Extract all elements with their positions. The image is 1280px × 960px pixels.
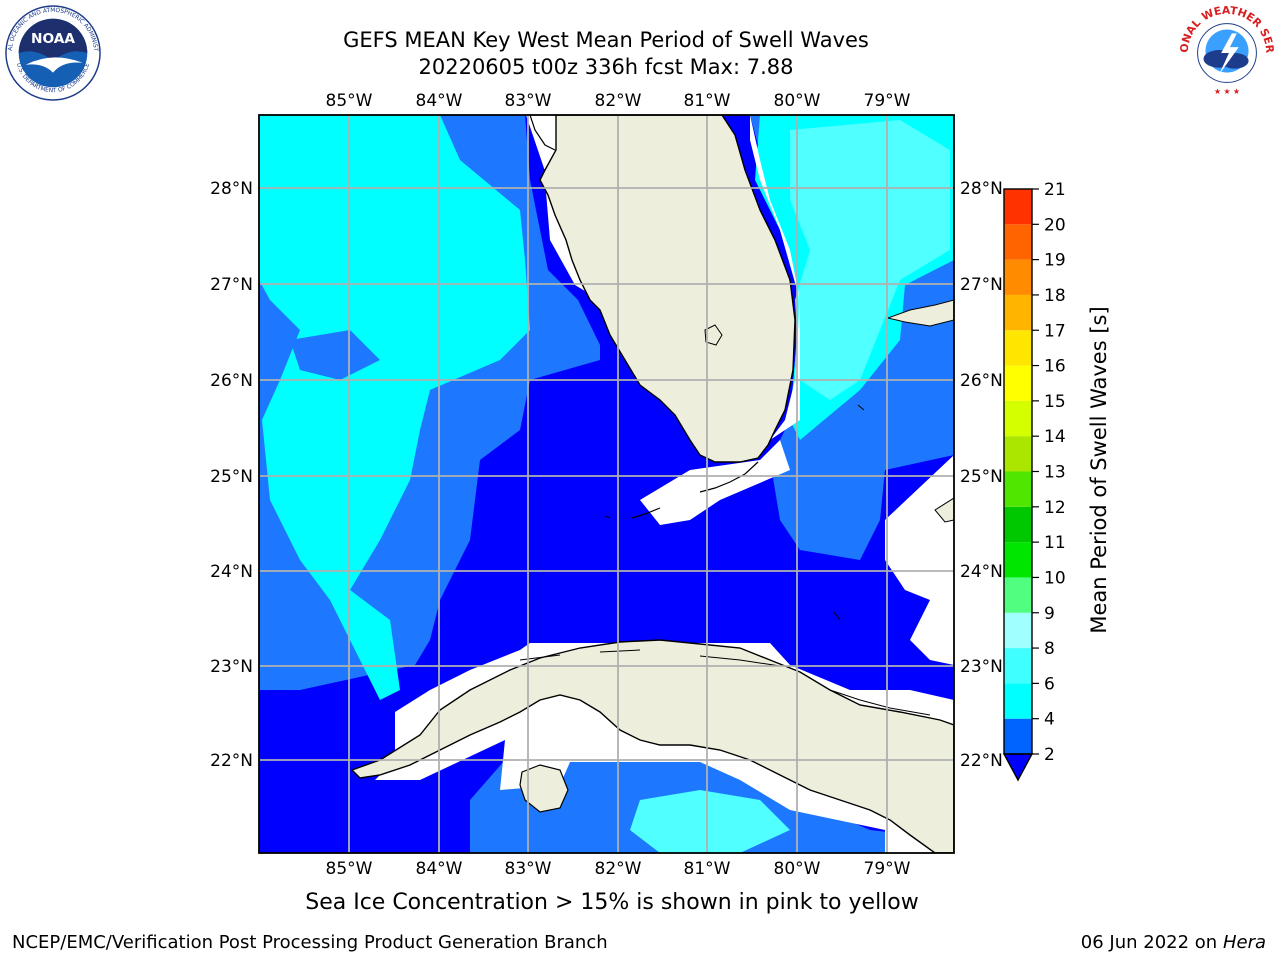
colorbar: 2 4 6 8 9 10 11 12 13 14 15 16 17 18 19 20 21 <box>1002 180 1066 782</box>
missing-data-bahamas <box>885 455 954 665</box>
colorbar-bin <box>1004 506 1032 543</box>
lon-label: 81°W <box>684 859 731 879</box>
colorbar-bin <box>1004 436 1032 472</box>
credit-text: NCEP/EMC/Verification Post Processing Pr… <box>12 932 608 953</box>
period-band-6-8-west-inner <box>290 330 380 380</box>
lat-label: 28°N <box>960 179 1003 199</box>
svg-text:★ ★ ★: ★ ★ ★ <box>1214 87 1240 96</box>
cuba <box>350 639 954 853</box>
lon-label: 85°W <box>326 91 373 111</box>
host-name: Hera <box>1222 932 1266 953</box>
lon-label: 85°W <box>326 859 373 879</box>
lon-label: 80°W <box>774 859 821 879</box>
colorbar-tick-label: 20 <box>1044 215 1066 235</box>
colorbar-tick-label: 17 <box>1044 321 1066 341</box>
florida-panhandle-coast <box>529 115 556 151</box>
colorbar-tick-label: 19 <box>1044 251 1066 271</box>
forecast-subtitle: 20220605 t00z 336h fcst Max: 7.88 <box>418 55 794 79</box>
colorbar-tick-label: 4 <box>1044 710 1055 730</box>
date-text: 06 Jun 2022 on Hera <box>1080 932 1266 953</box>
colorbar-bin <box>1004 612 1032 649</box>
colorbar-bin <box>1004 189 1032 225</box>
bahamas-andros <box>886 299 954 327</box>
map-frame <box>258 114 955 854</box>
colorbar-tick-label: 14 <box>1044 427 1066 447</box>
colorbar-bin <box>1004 718 1032 754</box>
lat-label: 25°N <box>210 467 253 487</box>
lat-labels-right: 28°N 27°N 26°N 25°N 24°N 23°N 22°N <box>960 179 1003 771</box>
colorbar-tick-label: 16 <box>1044 357 1066 377</box>
colorbar-bin <box>1004 259 1032 295</box>
missing-data-florida-east <box>750 115 800 440</box>
colorbar-bin <box>1004 224 1032 260</box>
sea-ice-note: Sea Ice Concentration > 15% is shown in … <box>305 890 919 915</box>
lon-label: 84°W <box>416 91 463 111</box>
lat-label: 27°N <box>960 275 1003 295</box>
period-band-8-9-south <box>630 790 790 853</box>
lake-okeechobee <box>704 324 723 346</box>
lat-label: 24°N <box>960 562 1003 582</box>
lon-label: 82°W <box>595 91 642 111</box>
lat-label: 22°N <box>960 751 1003 771</box>
cuba-north-cays <box>519 404 931 716</box>
colorbar-tick-label: 2 <box>1044 745 1055 765</box>
nws-logo: NATIONAL WEATHER SERVICE ★ ★ ★ <box>1178 4 1276 100</box>
lon-label: 83°W <box>505 91 552 111</box>
lon-labels-top: 85°W 84°W 83°W 82°W 81°W 80°W 79°W <box>326 91 911 111</box>
colorbar-bin <box>1004 683 1032 719</box>
colorbar-tick-label: 9 <box>1044 604 1055 624</box>
colorbar-bin <box>1004 365 1032 401</box>
colorbar-tick-label: 13 <box>1044 463 1066 483</box>
colorbar-bin <box>1004 471 1032 507</box>
colorbar-tick-label: 10 <box>1044 568 1066 588</box>
colorbar-tick-label: 6 <box>1044 674 1055 694</box>
colorbar-under-extension <box>1002 753 1034 782</box>
lat-label: 28°N <box>210 179 253 199</box>
lat-label: 26°N <box>210 371 253 391</box>
florida-keys <box>604 461 759 519</box>
lon-label: 82°W <box>595 859 642 879</box>
colorbar-bin <box>1004 330 1032 366</box>
colorbar-tick-label: 21 <box>1044 180 1066 200</box>
lon-labels-bottom: 85°W 84°W 83°W 82°W 81°W 80°W 79°W <box>326 859 911 879</box>
colorbar-tick-label: 18 <box>1044 286 1066 306</box>
lon-label: 81°W <box>684 91 731 111</box>
lat-label: 25°N <box>960 467 1003 487</box>
lon-label: 83°W <box>505 859 552 879</box>
colorbar-bin <box>1004 648 1032 684</box>
lat-label: 26°N <box>960 371 1003 391</box>
colorbar-bin <box>1004 400 1032 437</box>
lat-label: 22°N <box>210 751 253 771</box>
colorbar-tick-label: 15 <box>1044 392 1066 412</box>
lat-label: 23°N <box>960 657 1003 677</box>
land-masses <box>350 115 954 853</box>
lon-label: 79°W <box>864 859 911 879</box>
period-band-6-8-west <box>259 115 530 700</box>
lat-label: 23°N <box>210 657 253 677</box>
lat-label: 24°N <box>210 562 253 582</box>
colorbar-tick-label: 12 <box>1044 498 1066 518</box>
colorbar-bin <box>1004 577 1032 613</box>
lon-label: 79°W <box>864 91 911 111</box>
lat-labels-left: 28°N 27°N 26°N 25°N 24°N 23°N 22°N <box>210 179 253 771</box>
noaa-logo: NOAA NATIONAL OCEANIC AND ATMOSPHERIC AD… <box>4 4 101 101</box>
lat-label: 27°N <box>210 275 253 295</box>
florida-peninsula <box>539 115 796 463</box>
lon-label: 84°W <box>416 859 463 879</box>
isla-de-la-juventud <box>519 764 569 813</box>
missing-data-gulf-coast <box>526 115 600 300</box>
noaa-logo-text: NOAA <box>31 31 75 47</box>
map-title: GEFS MEAN Key West Mean Period of Swell … <box>343 28 869 52</box>
colorbar-label: Mean Period of Swell Waves [s] <box>1087 306 1111 633</box>
missing-data-keys <box>640 440 790 525</box>
period-band-8-9-east <box>790 120 950 400</box>
bahamas-south <box>934 497 954 523</box>
graticule <box>259 115 954 853</box>
colorbar-tick-label: 11 <box>1044 533 1066 553</box>
colorbar-bin <box>1004 294 1032 331</box>
lon-label: 80°W <box>774 91 821 111</box>
colorbar-tick-label: 8 <box>1044 639 1055 659</box>
colorbar-bin <box>1004 542 1032 578</box>
